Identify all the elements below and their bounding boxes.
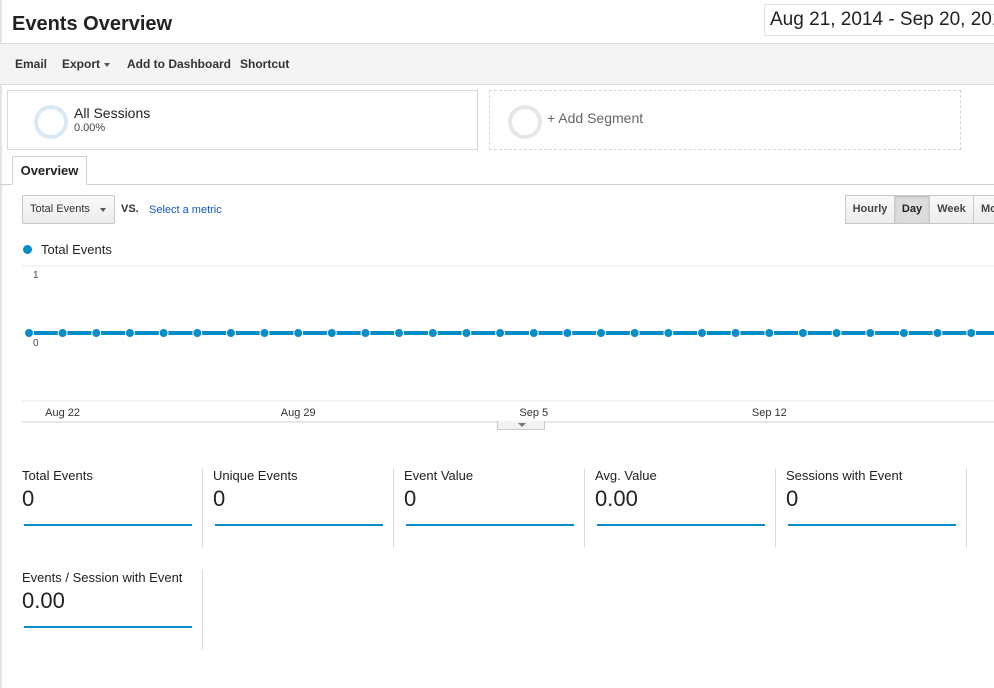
data-point xyxy=(360,328,371,338)
y-tick-label: 0 xyxy=(33,338,39,349)
scorecard-value: 0.00 xyxy=(595,486,638,511)
scorecard-divider xyxy=(775,468,776,548)
email-button[interactable]: Email xyxy=(15,57,48,71)
data-point xyxy=(730,328,741,338)
data-point xyxy=(898,328,909,338)
data-point xyxy=(461,328,472,338)
scorecard[interactable]: Event Value 0 xyxy=(404,468,585,548)
metric-select-label: Total Events xyxy=(30,203,90,215)
scorecard-label: Total Events xyxy=(22,468,93,483)
chart-resize-handle[interactable] xyxy=(497,421,545,430)
data-point xyxy=(797,328,808,338)
data-point xyxy=(562,328,573,338)
x-tick-label: Sep 5 xyxy=(519,407,548,419)
page-title: Events Overview xyxy=(12,13,173,35)
scorecard-divider xyxy=(393,468,394,548)
scorecard[interactable]: Total Events 0 xyxy=(22,468,203,548)
scorecard-divider xyxy=(966,468,967,548)
scorecard-value: 0.00 xyxy=(22,588,65,613)
scorecard-sparkline xyxy=(24,626,192,628)
data-point xyxy=(293,328,304,338)
scorecard-label: Events / Session with Event xyxy=(22,570,183,585)
tab-overview[interactable]: Overview xyxy=(12,156,87,185)
data-point xyxy=(663,328,674,338)
date-range-picker[interactable]: Aug 21, 2014 - Sep 20, 2014 xyxy=(764,4,994,36)
data-point xyxy=(764,328,775,338)
granularity-week-button[interactable]: Week xyxy=(929,195,974,224)
scorecard-divider xyxy=(202,570,203,650)
x-tick-label: Aug 29 xyxy=(281,407,316,419)
data-point xyxy=(932,328,943,338)
legend-marker xyxy=(23,245,32,254)
data-point xyxy=(629,328,640,338)
data-point xyxy=(697,328,707,338)
scorecard-label: Avg. Value xyxy=(595,468,657,483)
scorecard[interactable]: Sessions with Event 0 xyxy=(786,468,967,548)
data-point xyxy=(831,328,842,338)
add-segment-button[interactable]: + Add Segment xyxy=(489,90,961,150)
add-to-dashboard-button[interactable]: Add to Dashboard xyxy=(127,57,231,71)
data-point xyxy=(427,328,438,338)
page-left-border xyxy=(0,0,2,688)
scorecard-value: 0 xyxy=(404,486,417,511)
segment-name: All Sessions xyxy=(74,105,151,121)
report-toolbar: Email Export Add to Dashboard Shortcut xyxy=(0,43,994,85)
data-point xyxy=(57,328,68,338)
scorecard-sparkline xyxy=(788,524,956,526)
data-point xyxy=(865,328,876,338)
scorecard-label: Unique Events xyxy=(213,468,298,483)
data-point xyxy=(158,328,169,338)
metric-select[interactable]: Total Events xyxy=(22,195,115,224)
shortcut-button[interactable]: Shortcut xyxy=(240,57,290,71)
data-point xyxy=(326,328,337,338)
granularity-hourly-button[interactable]: Hourly xyxy=(845,195,895,224)
y-tick-label: 1 xyxy=(33,270,39,281)
add-segment-label: + Add Segment xyxy=(547,110,644,126)
segment-ring-icon xyxy=(34,105,68,139)
scorecard-label: Event Value xyxy=(404,468,474,483)
scorecard-value: 0 xyxy=(213,486,226,511)
x-tick-label: Aug 22 xyxy=(45,407,80,419)
data-point xyxy=(225,328,236,338)
segment-all-sessions[interactable]: All Sessions 0.00% xyxy=(7,90,478,150)
line-chart: 1 0 Aug 22 Aug 29 Sep 5 Sep 12 xyxy=(22,265,994,423)
scorecard[interactable]: Events / Session with Event 0.00 xyxy=(22,570,203,650)
scorecard-sparkline xyxy=(24,524,192,526)
segment-percent: 0.00% xyxy=(74,122,106,134)
x-tick-label: Sep 12 xyxy=(752,407,787,419)
data-point xyxy=(91,328,102,338)
vs-label: VS. xyxy=(121,203,139,215)
tab-divider xyxy=(0,184,994,185)
scorecard-sparkline xyxy=(597,524,765,526)
scorecard-divider xyxy=(584,468,585,548)
scorecard[interactable]: Avg. Value 0.00 xyxy=(595,468,776,548)
segment-ring-icon xyxy=(508,105,542,139)
chevron-down-icon xyxy=(104,62,111,67)
data-point xyxy=(495,328,506,338)
export-button[interactable]: Export xyxy=(62,44,111,84)
data-point xyxy=(259,328,270,338)
scorecard[interactable]: Unique Events 0 xyxy=(213,468,394,548)
data-point xyxy=(528,328,539,338)
scorecard-sparkline xyxy=(215,524,383,526)
data-point xyxy=(966,328,977,338)
granularity-day-button[interactable]: Day xyxy=(894,195,930,224)
data-point xyxy=(24,328,34,338)
scorecard-value: 0 xyxy=(786,486,799,511)
export-label: Export xyxy=(62,57,101,71)
data-point xyxy=(124,328,135,338)
granularity-month-button[interactable]: Month xyxy=(973,195,994,224)
scorecard-value: 0 xyxy=(22,486,35,511)
scorecard-divider xyxy=(202,468,203,548)
data-point xyxy=(394,328,405,338)
select-metric-link[interactable]: Select a metric xyxy=(149,204,222,216)
scorecard-sparkline xyxy=(406,524,574,526)
data-point xyxy=(192,328,203,338)
chevron-down-icon xyxy=(100,208,106,212)
scorecard-label: Sessions with Event xyxy=(786,468,903,483)
data-point xyxy=(596,328,606,338)
legend-label: Total Events xyxy=(41,242,112,257)
